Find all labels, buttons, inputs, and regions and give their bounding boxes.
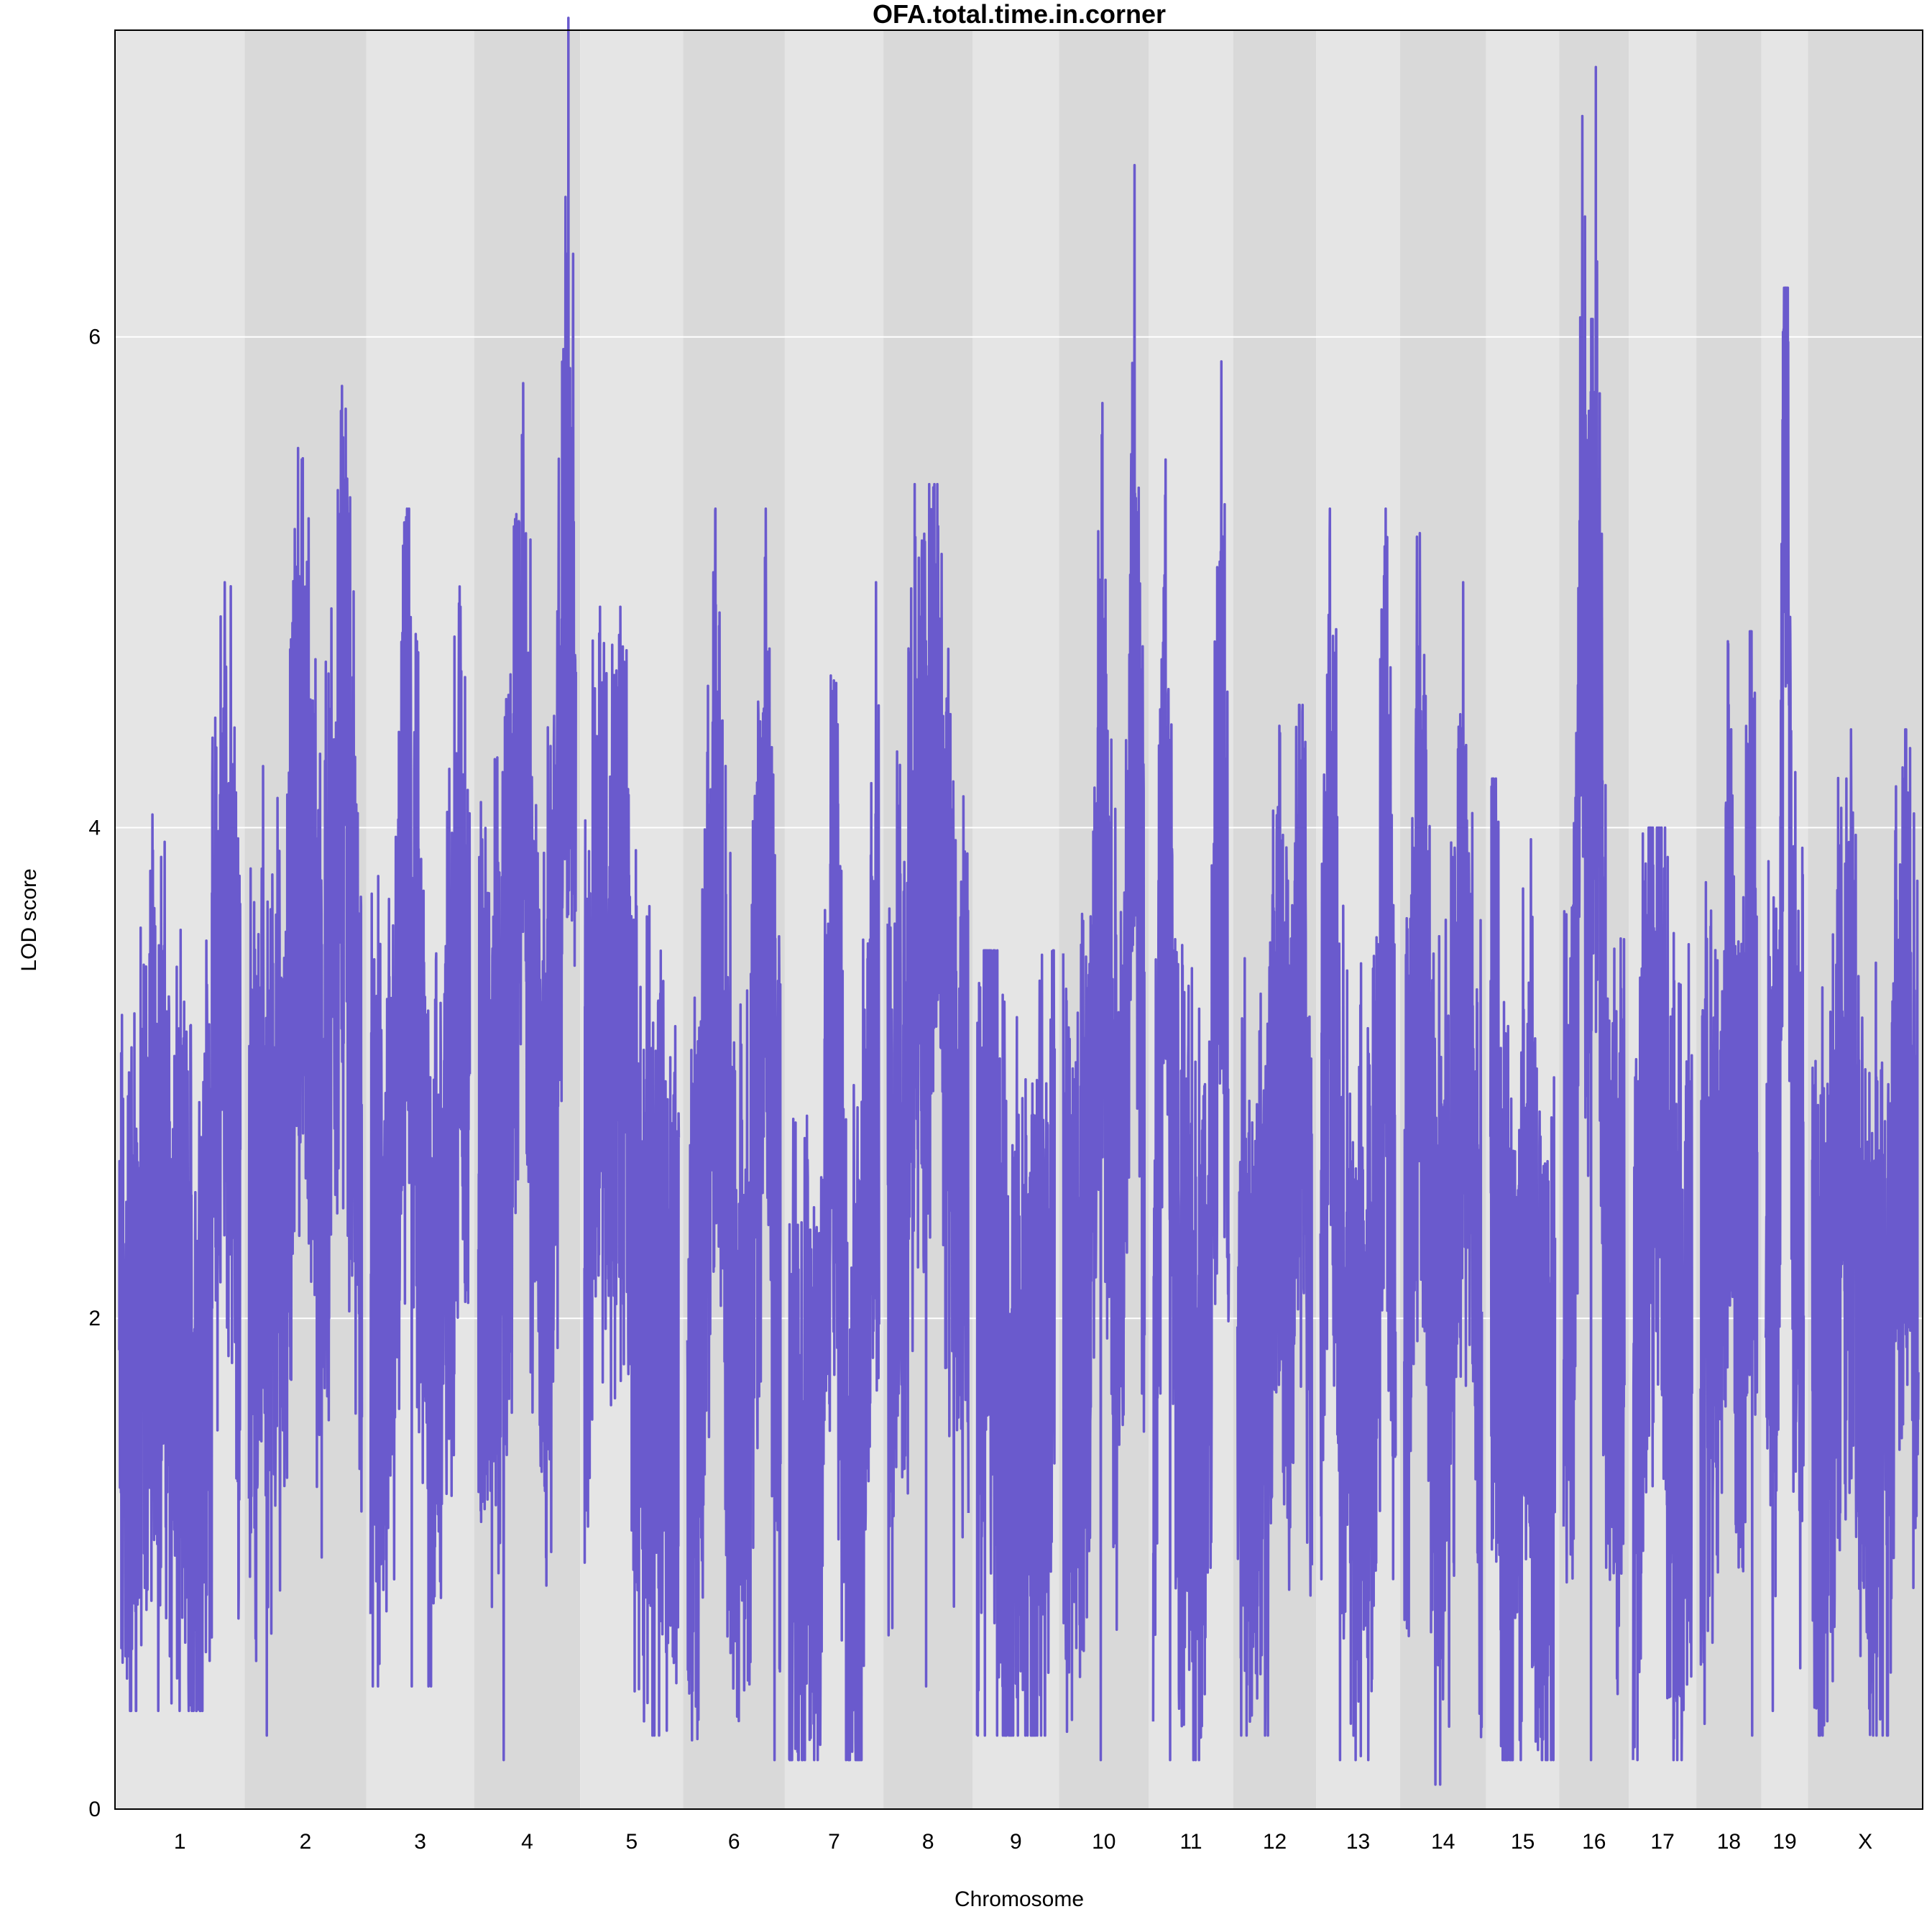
y-tick-label: 0 <box>88 1798 101 1821</box>
lod-curve-chr-16 <box>1562 65 1626 1762</box>
x-axis-title: Chromosome <box>954 1887 1084 1911</box>
y-tick-label: 2 <box>88 1307 101 1330</box>
x-tick-label: 17 <box>1650 1830 1674 1854</box>
lod-curve-chr-19 <box>1764 286 1806 1713</box>
x-tick-label: 3 <box>414 1830 426 1854</box>
x-tick-label: 19 <box>1772 1830 1796 1854</box>
x-tick-label: 5 <box>625 1830 638 1854</box>
y-tick-label: 4 <box>88 816 101 840</box>
x-tick-label: 11 <box>1179 1830 1202 1854</box>
lod-curve-chr-4 <box>477 17 577 1762</box>
lod-curve-chr-9 <box>975 949 1057 1737</box>
x-tick-label: 14 <box>1431 1830 1455 1854</box>
x-tick-label: 4 <box>521 1830 533 1854</box>
lod-curve-chr-7 <box>788 581 880 1762</box>
x-tick-label: 15 <box>1511 1830 1535 1854</box>
x-tick-label: 2 <box>300 1830 312 1854</box>
lod-curve-chr-10 <box>1062 164 1146 1762</box>
chart-title: OFA.total.time.in.corner <box>873 0 1166 29</box>
x-tick-label: 1 <box>174 1830 186 1854</box>
x-tick-label: X <box>1858 1830 1872 1854</box>
lod-curve-chr-15 <box>1489 777 1557 1762</box>
x-tick-label: 6 <box>728 1830 740 1854</box>
lod-curve-chr-12 <box>1236 704 1314 1737</box>
lod-curve-chr-17 <box>1632 826 1693 1762</box>
lod-curve-chr-5 <box>583 605 681 1737</box>
y-axis-title: LOD score <box>17 868 41 971</box>
x-tick-label: 18 <box>1717 1830 1741 1854</box>
lod-curve-chr-8 <box>886 482 970 1688</box>
lod-curve-chr-3 <box>369 507 472 1688</box>
lod-curve-chr-18 <box>1699 630 1759 1737</box>
lod-curve-chr-11 <box>1151 360 1230 1762</box>
plot-frame <box>114 29 1923 1810</box>
x-tick-label: 16 <box>1582 1830 1606 1854</box>
x-tick-label: 8 <box>922 1830 934 1854</box>
x-tick-label: 7 <box>828 1830 840 1854</box>
x-axis: 1 2 3 4 5 6 7 8 9 10 11 12 13 14 15 16 17 18 19 X <box>174 1830 1872 1854</box>
lod-curve-chr-2 <box>247 385 364 1737</box>
y-axis: 0 2 4 6 <box>88 326 101 1821</box>
x-tick-label: 13 <box>1346 1830 1370 1854</box>
x-tick-label: 9 <box>1010 1830 1022 1854</box>
x-tick-label: 12 <box>1263 1830 1287 1854</box>
lod-curve-chr-13 <box>1319 507 1397 1762</box>
lod-curve <box>118 17 1920 1786</box>
lod-curve-chr-1 <box>118 581 242 1713</box>
lod-curve-chr-6 <box>686 507 782 1762</box>
lod-curve-chr-X <box>1811 728 1920 1737</box>
y-tick-label: 6 <box>88 326 101 349</box>
x-tick-label: 10 <box>1092 1830 1116 1854</box>
lod-curve-chr-14 <box>1403 532 1484 1786</box>
